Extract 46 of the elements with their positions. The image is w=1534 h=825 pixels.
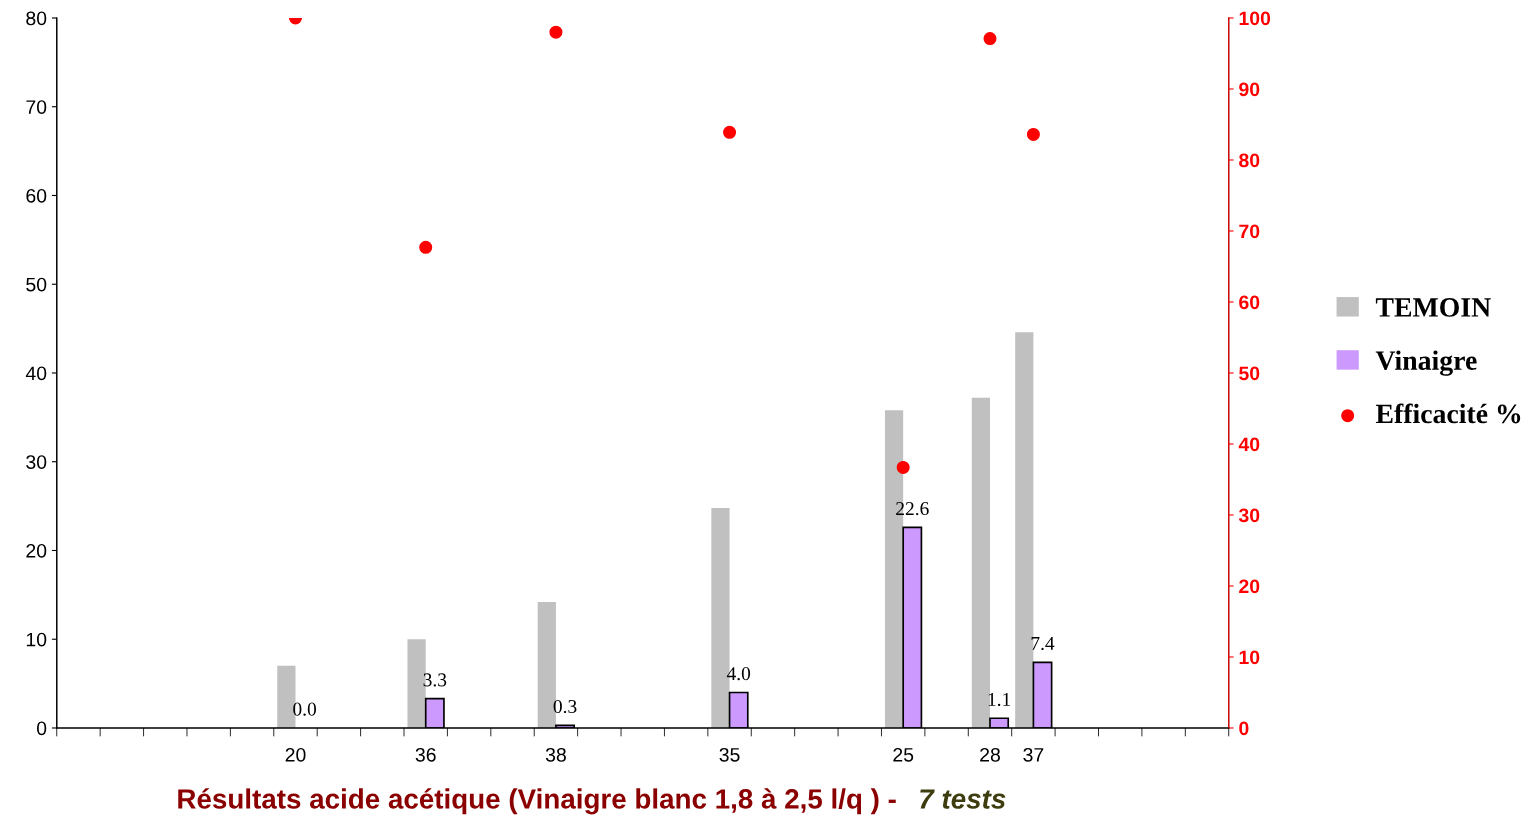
x-tick-label: 38 xyxy=(545,747,566,762)
point xyxy=(983,32,997,46)
y2-tick-label: 80 xyxy=(1239,153,1260,168)
data-label: 0.0 xyxy=(293,702,317,716)
y2-tick-label: 70 xyxy=(1239,224,1260,239)
y2-tick-label: 30 xyxy=(1238,508,1260,523)
legend-label: Vinaigre xyxy=(1375,350,1477,376)
y2-tick-label: 60 xyxy=(1239,295,1260,310)
y-tick-label: 0 xyxy=(36,721,47,736)
y2-tick-label: 40 xyxy=(1238,437,1260,452)
bar xyxy=(971,397,990,728)
point xyxy=(896,460,910,474)
y2-tick-label: 90 xyxy=(1239,82,1260,97)
y2-tick-label: 0 xyxy=(1239,721,1249,736)
x-axis-title: Résultats acide acétique (Vinaigre blanc 1,8 à 2,5 l/q ) - xyxy=(178,788,896,815)
legend-label: TEMOIN xyxy=(1375,298,1491,317)
y-tick-label: 60 xyxy=(26,188,47,203)
point xyxy=(1026,127,1040,141)
x-tick-label: 28 xyxy=(980,747,1000,762)
legend-label: Efficacité % xyxy=(1375,403,1521,424)
y-tick-label: 50 xyxy=(26,277,47,292)
y-tick-label: 70 xyxy=(26,100,47,114)
data-label: 1.1 xyxy=(988,692,1011,707)
y-tick-label: 10 xyxy=(26,632,47,647)
y2-tick-label: 50 xyxy=(1239,366,1260,381)
y2-tick-label: 100 xyxy=(1239,11,1271,26)
point xyxy=(549,25,563,39)
y2-tick-label: 20 xyxy=(1239,579,1260,594)
point xyxy=(723,125,737,139)
x-tick-label: 37 xyxy=(1023,747,1044,762)
y-tick-label: 20 xyxy=(26,543,47,558)
x-tick-label: 35 xyxy=(719,747,740,762)
y-tick-label: 40 xyxy=(25,366,47,381)
data-label: 22.6 xyxy=(896,502,929,516)
y2-tick-label: 10 xyxy=(1239,650,1260,665)
data-label: 7.4 xyxy=(1031,637,1055,651)
y-tick-label: 30 xyxy=(26,455,47,469)
text: 7 tests xyxy=(920,789,1006,809)
point xyxy=(419,240,433,254)
x-tick-label: 25 xyxy=(893,747,914,762)
y-tick-label: 80 xyxy=(26,11,47,26)
x-tick-label: 20 xyxy=(285,747,306,762)
data-label: 0.3 xyxy=(553,699,577,714)
data-label: 4.0 xyxy=(726,667,751,681)
data-label: 3.3 xyxy=(423,673,447,687)
x-tick-label: 36 xyxy=(415,747,436,762)
